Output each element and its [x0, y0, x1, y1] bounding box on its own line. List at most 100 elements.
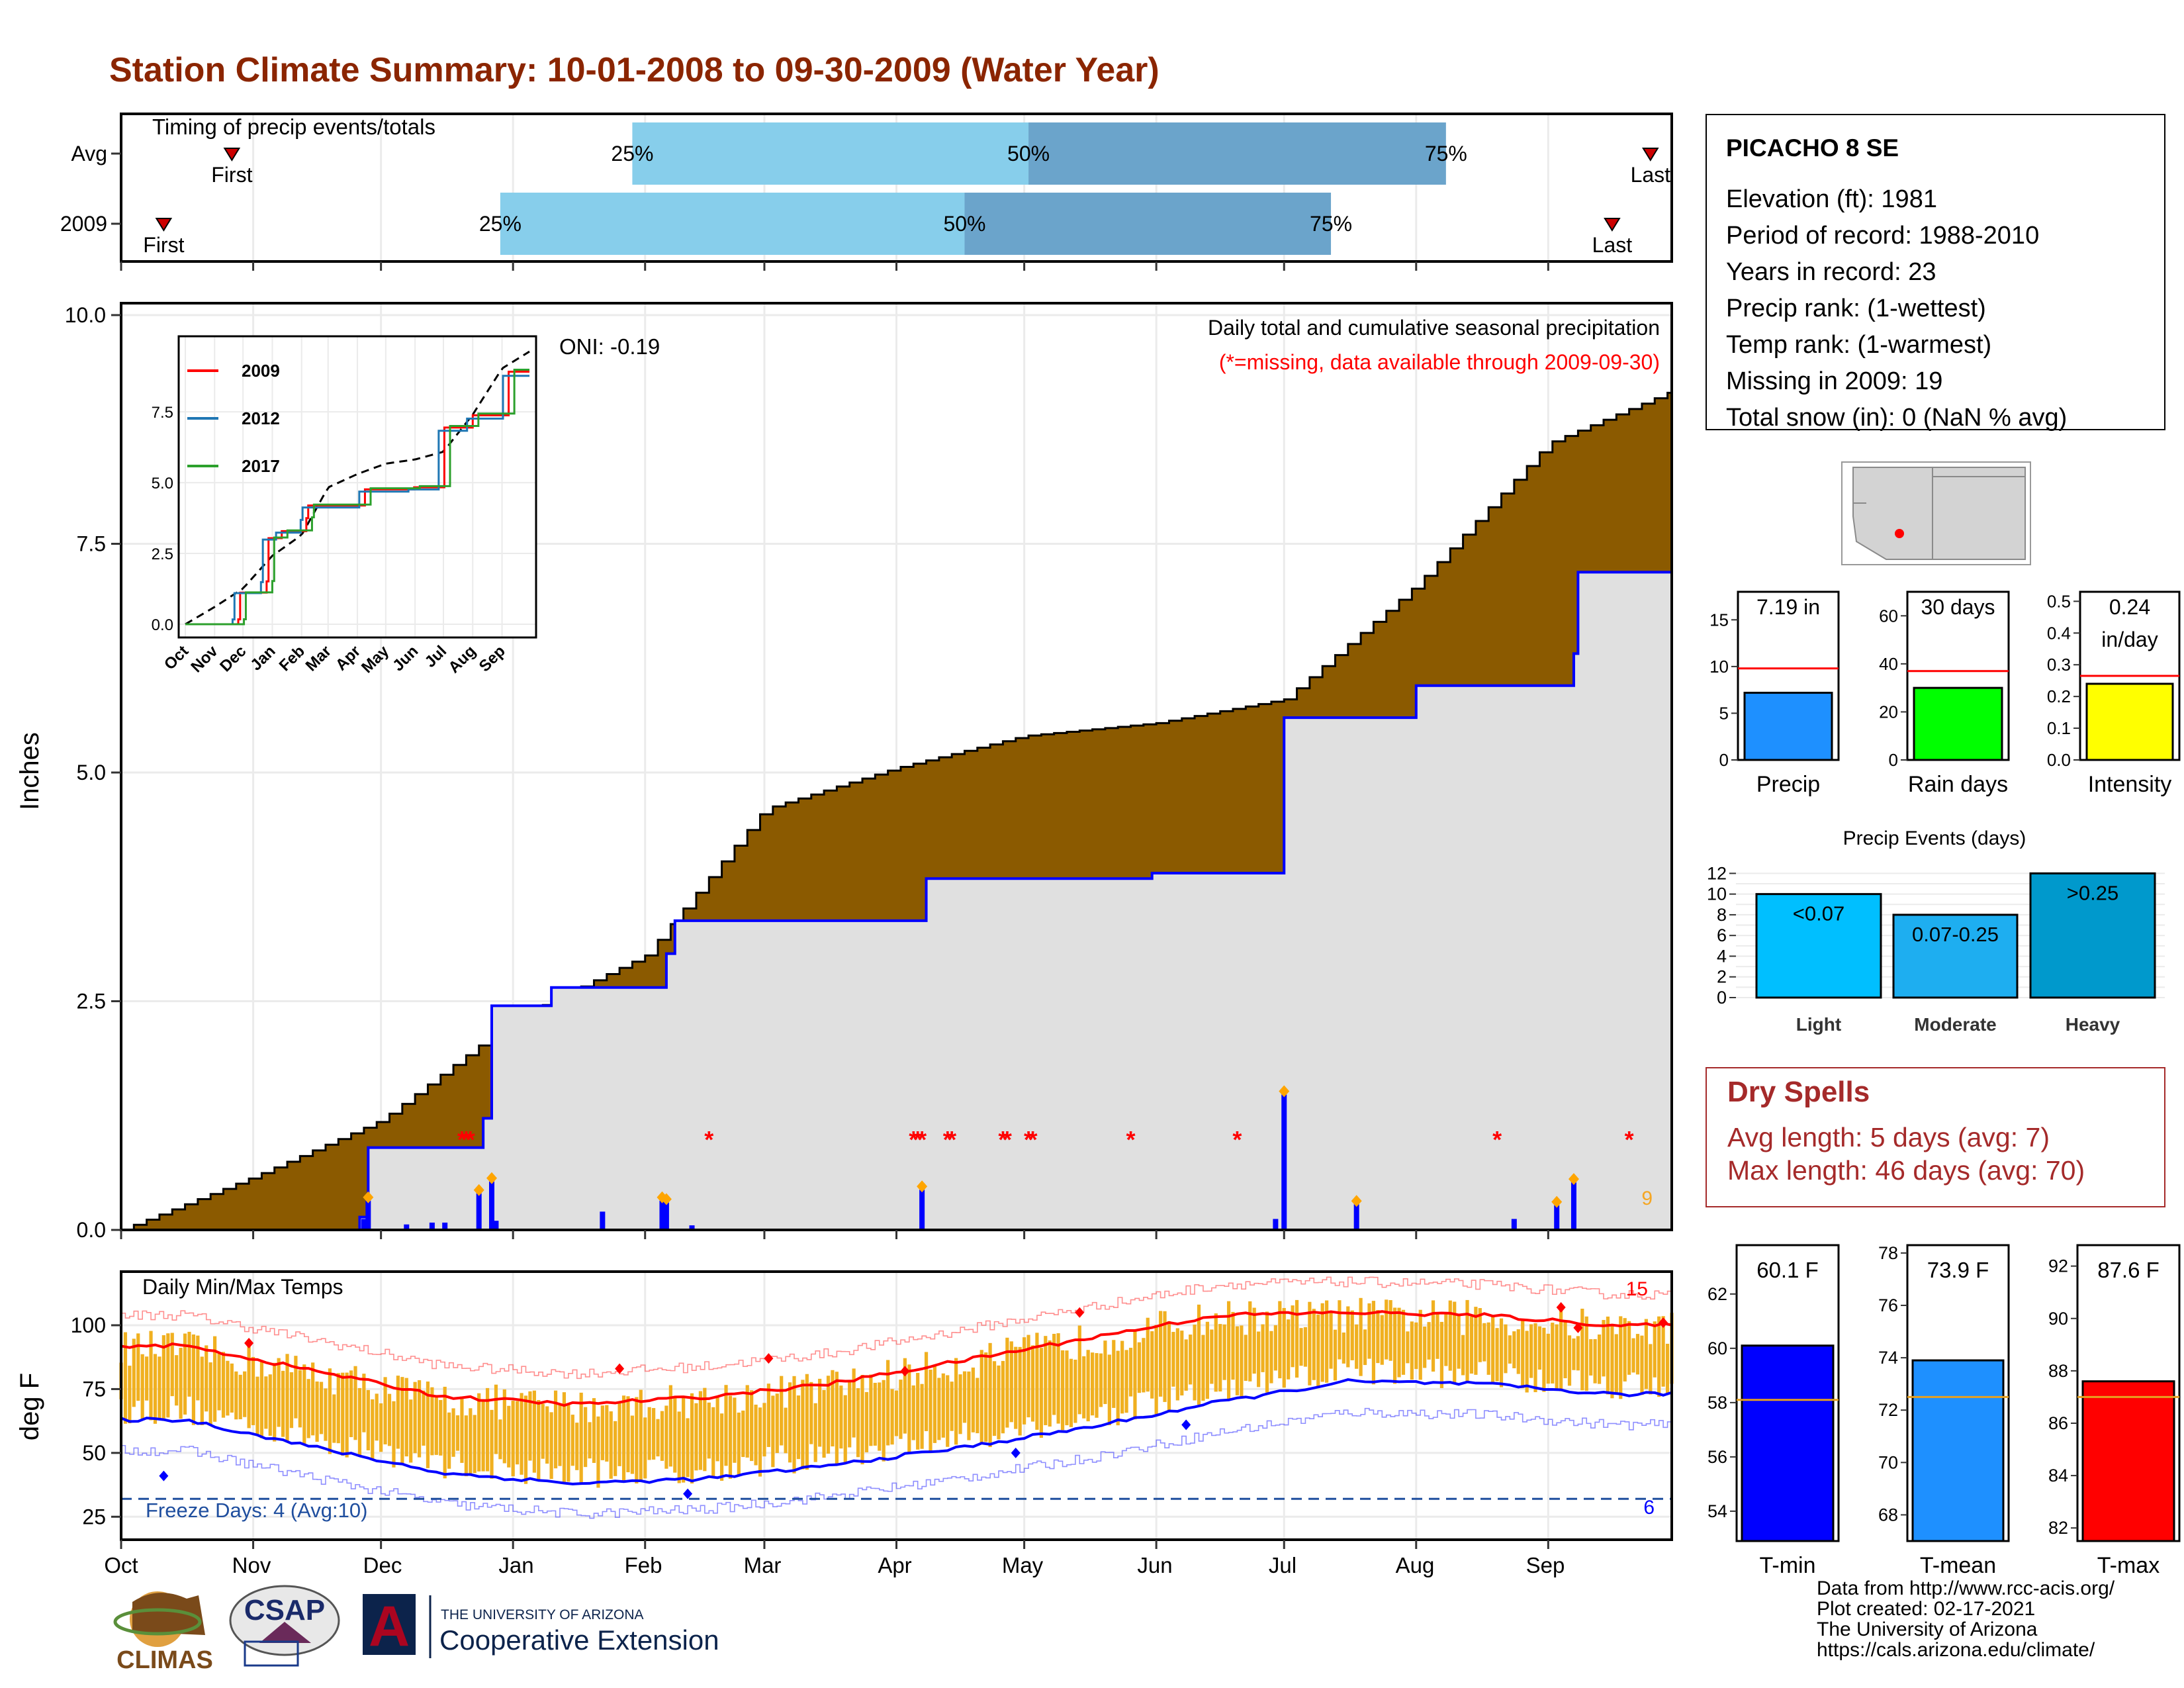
intensity-y-tick: 0.3 [2047, 655, 2071, 675]
daily-temp-bar [1423, 1327, 1427, 1368]
daily-temp-bar [1167, 1321, 1171, 1412]
precip-y-tick: 5 [1719, 703, 1729, 723]
daily-temp-bar [1597, 1334, 1602, 1384]
footer-credits: Data from http://www.rcc-acis.org/ Plot … [1817, 1578, 2115, 1660]
daily-temp-bar [609, 1411, 613, 1479]
inset-year-line [185, 368, 529, 626]
station-info-line: Period of record: 1988-2010 [1726, 222, 2039, 250]
daily-temp-bar [690, 1393, 694, 1484]
record-high-marker [615, 1363, 625, 1374]
precip-events-title: Precip Events (days) [1843, 827, 2026, 849]
daily-temp-bar [1048, 1340, 1052, 1427]
daily-temp-bar [1222, 1324, 1226, 1380]
daily-temp-bar [1363, 1329, 1367, 1366]
daily-temp-bar [1610, 1325, 1614, 1399]
daily-temp-bar [682, 1395, 686, 1483]
event-bar-label: 0.07-0.25 [1912, 923, 1999, 946]
daily-temp-bar [899, 1380, 903, 1439]
event-category-label: Moderate [1914, 1014, 1996, 1035]
daily-temp-bar [1350, 1310, 1354, 1360]
daily-temp-bar [567, 1404, 570, 1482]
daily-temp-bar [1265, 1311, 1269, 1393]
daily-temp-bar [1193, 1325, 1197, 1401]
tmean-y-tick: 74 [1878, 1348, 1898, 1368]
daily-temp-bar [469, 1408, 473, 1476]
timing-percentile-label: 25% [611, 142, 653, 165]
daily-temp-bar [345, 1372, 349, 1458]
raindays-axis-label: Rain days [1908, 772, 2008, 797]
daily-temp-bar [694, 1403, 698, 1471]
daily-temp-bar [869, 1374, 873, 1446]
daily-temp-bar [213, 1336, 217, 1422]
tmin-y-tick: 54 [1707, 1501, 1727, 1521]
daily-temp-bar [988, 1342, 992, 1448]
daily-temp-bar [179, 1348, 183, 1419]
daily-temp-bar [1474, 1307, 1478, 1375]
daily-temp-bar [298, 1370, 302, 1428]
daily-temp-bar [1410, 1321, 1414, 1380]
daily-temp-bar [1406, 1331, 1410, 1364]
month-tick-label: Nov [232, 1553, 271, 1577]
month-tick-label: May [1002, 1553, 1044, 1577]
daily-temp-bar [498, 1419, 502, 1460]
daily-temp-bar [1559, 1307, 1563, 1391]
timing-marker-label: First [143, 233, 184, 257]
daily-temp-bar [937, 1378, 941, 1440]
daily-temp-bar [771, 1395, 775, 1468]
tmax-y-tick: 92 [2048, 1256, 2068, 1276]
daily-temp-bar [962, 1371, 967, 1423]
missing-data-marker: * [909, 1126, 918, 1153]
event-bar [1892, 914, 2019, 999]
tmin-axis-label: T-min [1760, 1553, 1816, 1578]
freeze-days-label: Freeze Days: 4 (Avg:10) [146, 1499, 367, 1522]
daily-temp-bar [528, 1391, 532, 1461]
daily-temp-bar [933, 1365, 937, 1443]
daily-temp-bar [136, 1333, 140, 1401]
daily-precip-bar [1273, 1219, 1279, 1230]
tmean-axis-label: T-mean [1920, 1553, 1996, 1578]
daily-temp-bar [553, 1390, 558, 1469]
daily-temp-bar [443, 1386, 447, 1479]
daily-temp-bar [1248, 1301, 1252, 1382]
avg-max-line [120, 1310, 1672, 1407]
daily-temp-bar [153, 1354, 158, 1424]
timing-percentile-label: 75% [1425, 142, 1467, 165]
daily-temp-bar [754, 1404, 758, 1466]
station-info-line: Years in record: 23 [1726, 258, 1936, 286]
intensity-y-tick: 0.4 [2047, 623, 2071, 643]
daily-temp-bar [979, 1350, 983, 1444]
daily-temp-bar [1563, 1321, 1567, 1379]
precip-panel-header: Daily total and cumulative seasonal prec… [1208, 316, 1660, 340]
daily-temp-bar [251, 1356, 255, 1425]
record-high-marker [244, 1338, 254, 1348]
daily-temp-bar [715, 1397, 719, 1462]
daily-temp-bar [1499, 1318, 1504, 1387]
daily-temp-bar [353, 1366, 357, 1440]
tmax-y-tick: 82 [2048, 1518, 2068, 1538]
daily-temp-bar [562, 1392, 567, 1482]
daily-temp-bar [128, 1366, 132, 1424]
daily-temp-bar [570, 1415, 574, 1466]
daily-temp-bar [1376, 1310, 1380, 1364]
daily-temp-bar [984, 1352, 988, 1442]
daily-temp-bar [1133, 1331, 1137, 1420]
missing-data-marker: * [704, 1126, 713, 1153]
daily-temp-bar [302, 1364, 306, 1444]
daily-temp-bar [447, 1412, 451, 1469]
daily-temp-bar [413, 1382, 417, 1454]
inset-y-tick: 2.5 [152, 545, 173, 563]
daily-temp-bar [1495, 1328, 1499, 1382]
daily-temp-bar [639, 1389, 643, 1480]
daily-temp-bar [724, 1385, 728, 1466]
climas-wordmark: CLIMAS [116, 1646, 213, 1674]
daily-temp-bar [1278, 1301, 1282, 1379]
daily-temp-bar [822, 1389, 826, 1458]
record-low-marker [683, 1488, 693, 1499]
daily-temp-bar [1056, 1333, 1060, 1424]
raindays-y-tick: 0 [1889, 750, 1898, 770]
daily-temp-bar [788, 1382, 792, 1463]
daily-temp-bar [392, 1401, 396, 1468]
daily-temp-bar [1282, 1307, 1286, 1388]
daily-temp-bar [332, 1394, 336, 1443]
